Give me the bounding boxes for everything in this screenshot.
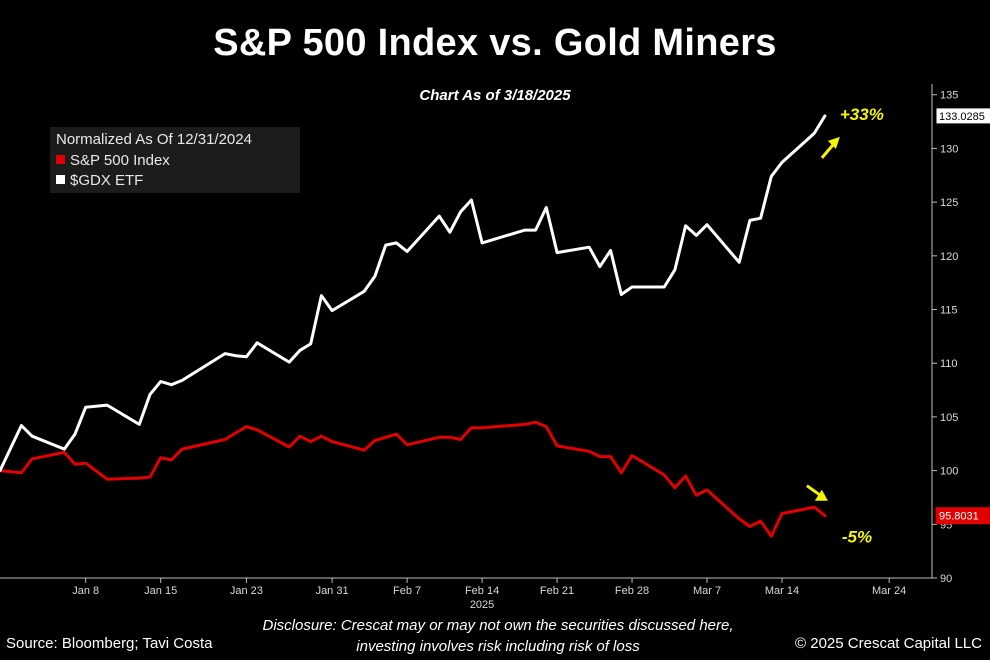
- up-arrow-icon: [827, 136, 840, 149]
- y-tick-label: 130: [940, 143, 958, 155]
- copyright: © 2025 Crescat Capital LLC: [795, 635, 982, 652]
- x-tick-label: Mar 24: [872, 585, 906, 597]
- x-tick-label: Jan 15: [144, 585, 177, 597]
- x-tick-label: Jan 23: [230, 585, 263, 597]
- x-year-label: 2025: [470, 599, 494, 611]
- y-tick-label: 115: [940, 305, 958, 317]
- x-tick-label: Feb 7: [393, 585, 421, 597]
- down-arrow-icon: [814, 489, 828, 501]
- y-tick-label: 125: [940, 197, 958, 209]
- legend-swatch-spx: [56, 155, 65, 164]
- y-tick-label: 100: [940, 466, 958, 478]
- gdx-change-label: +33%: [840, 105, 884, 124]
- legend-swatch-gdx: [56, 175, 65, 184]
- up-arrow-shaft: [820, 142, 836, 159]
- legend-header: Normalized As Of 12/31/2024: [56, 131, 252, 148]
- spx-line: [0, 420, 827, 538]
- legend-label-spx: S&P 500 Index: [70, 152, 170, 169]
- x-tick-label: Jan 31: [316, 585, 349, 597]
- disclosure: Disclosure: Crescat may or may not own t…: [218, 615, 778, 657]
- gdx-last-value-tag: 133.0285: [939, 111, 985, 123]
- source-note: Source: Bloomberg; Tavi Costa: [6, 635, 213, 652]
- spx-last-value-tag-bg: [935, 507, 990, 525]
- spx-change-label: -5%: [842, 528, 872, 547]
- gdx-last-value-tag-bg: [935, 107, 990, 125]
- y-tick-label: 105: [940, 412, 958, 424]
- disclosure-line-1: Disclosure: Crescat may or may not own t…: [262, 617, 734, 634]
- chart-legend: Normalized As Of 12/31/2024 S&P 500 Inde…: [50, 127, 300, 193]
- y-tick-label: 120: [940, 251, 958, 263]
- x-tick-label: Mar 7: [693, 585, 721, 597]
- legend-label-gdx: $GDX ETF: [70, 172, 144, 189]
- legend-item-gdx: $GDX ETF: [56, 172, 143, 189]
- x-tick-label: Mar 14: [765, 585, 799, 597]
- y-tick-label: 90: [940, 573, 952, 585]
- disclosure-line-2: investing involves risk including risk o…: [356, 638, 640, 655]
- chart-subtitle: Chart As of 3/18/2025: [419, 87, 571, 104]
- x-tick-label: Feb 28: [615, 585, 649, 597]
- gdx-line: [0, 114, 827, 473]
- x-tick-label: Feb 14: [465, 585, 499, 597]
- x-tick-label: Jan 8: [72, 585, 99, 597]
- legend-item-spx: S&P 500 Index: [56, 152, 170, 169]
- x-tick-label: Feb 21: [540, 585, 574, 597]
- down-arrow-shaft: [806, 484, 822, 497]
- spx-last-value-tag: 95.8031: [939, 511, 979, 523]
- y-tick-label: 110: [940, 358, 958, 370]
- y-tick-label: 135: [940, 90, 958, 102]
- chart-title: S&P 500 Index vs. Gold Miners: [213, 22, 777, 64]
